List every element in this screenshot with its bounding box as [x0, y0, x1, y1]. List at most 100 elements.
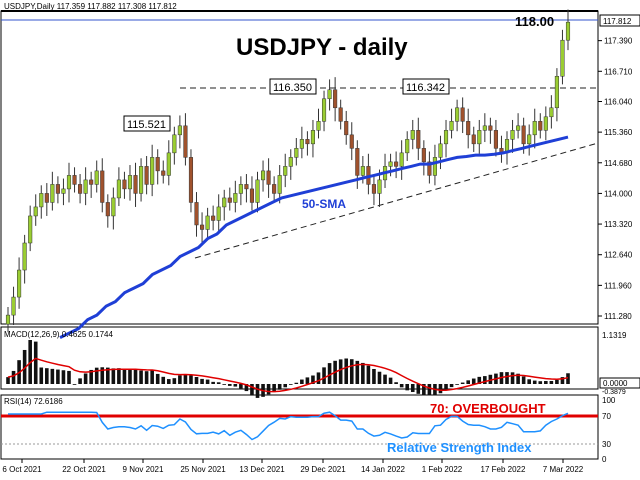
candle-body — [565, 21, 571, 41]
macd-bar — [316, 372, 321, 384]
candle-body — [172, 134, 177, 154]
candle-body — [61, 188, 66, 194]
price-tick-label: 116.710 — [604, 67, 633, 76]
date-tick-label: 13 Dec 2021 — [239, 465, 285, 474]
macd-bar — [150, 370, 154, 384]
candle-body — [205, 215, 210, 230]
date-tick-label: 22 Oct 2021 — [62, 465, 106, 474]
candle-body — [443, 130, 449, 145]
candle-body — [338, 107, 343, 122]
candle-body — [488, 125, 493, 131]
date-tick-label: 17 Feb 2022 — [481, 465, 526, 474]
candle-body — [22, 242, 27, 271]
candle-body — [294, 148, 299, 158]
macd-bar — [383, 374, 387, 384]
candle-body — [410, 130, 415, 140]
macd-bar — [532, 380, 537, 384]
candle-body — [394, 161, 399, 167]
candle-body — [532, 121, 537, 136]
candle-body — [89, 179, 94, 185]
candle-body — [260, 170, 266, 181]
macd-label: MACD(12,26,9) 0.4625 0.1744 — [4, 330, 114, 339]
macd-bar — [266, 384, 271, 395]
candle-body — [349, 134, 354, 149]
macd-bar — [505, 372, 509, 384]
candle-body — [283, 166, 288, 176]
price-tick-label: 115.360 — [604, 128, 633, 137]
level-label-115521: 115.521 — [123, 115, 171, 132]
macd-bar — [255, 384, 260, 398]
macd-bar — [527, 379, 531, 384]
candle-body — [360, 166, 365, 176]
candle-body — [521, 125, 526, 145]
macd-bar — [72, 384, 77, 385]
candle-body — [310, 130, 316, 145]
candle-body — [244, 184, 249, 190]
candle-body — [405, 139, 410, 154]
macd-bar — [294, 382, 299, 384]
rsi-tick-0: 0 — [602, 455, 607, 464]
macd-bar — [349, 359, 354, 384]
level-label-116342: 116.342 — [402, 78, 450, 95]
candle-body — [72, 175, 77, 185]
macd-bar — [94, 367, 99, 384]
macd-bar — [83, 373, 88, 384]
macd-bar — [483, 376, 487, 384]
macd-zero-tag — [599, 377, 640, 389]
macd-tick-zero: 0.0000 — [603, 379, 628, 388]
candle-body — [200, 224, 205, 230]
macd-bar — [366, 365, 371, 384]
macd-bar — [516, 373, 520, 384]
macd-bar — [89, 369, 93, 384]
candle-body — [333, 89, 338, 109]
price-axis: 117.390 116.710 116.040 115.360 114.680 114.0… — [598, 37, 633, 321]
candle-body — [471, 134, 476, 145]
candle-body — [272, 184, 277, 194]
macd-bar — [405, 384, 410, 391]
macd-bar — [521, 376, 526, 384]
candle-body — [327, 89, 332, 100]
macd-bar — [272, 384, 276, 393]
macd-bar — [144, 371, 149, 384]
rsi-label: RSI(14) 72.6186 — [4, 397, 63, 406]
candle-body — [477, 130, 482, 145]
candle-body — [238, 184, 243, 194]
candle-body — [116, 179, 121, 199]
date-tick-label: 25 Nov 2021 — [180, 465, 226, 474]
candle-body — [416, 130, 421, 149]
price-tick-label: 114.680 — [604, 159, 633, 168]
macd-bar — [544, 381, 548, 384]
candle-body — [277, 175, 282, 194]
macd-bar — [477, 376, 482, 384]
macd-bar — [283, 384, 288, 388]
date-tick-label: 1 Feb 2022 — [422, 465, 463, 474]
candle-body — [527, 134, 532, 145]
rsi-line — [8, 411, 569, 441]
date-tick-label: 7 Mar 2022 — [543, 465, 584, 474]
macd-bar — [344, 358, 349, 384]
macd-bar — [399, 384, 404, 388]
macd-signal-line — [7, 357, 569, 393]
candle-body — [427, 161, 432, 176]
candle-body — [188, 157, 194, 203]
candle-body — [78, 184, 83, 194]
candle-body — [33, 206, 38, 217]
macd-tick-top: 1.1319 — [602, 331, 627, 340]
macd-bar — [288, 384, 293, 385]
candle-body — [266, 170, 271, 185]
candle-body — [305, 139, 310, 145]
candle-body — [321, 98, 327, 122]
macd-bar — [460, 382, 465, 384]
sma50-line — [59, 135, 569, 339]
macd-bar — [311, 375, 315, 384]
macd-bar — [566, 373, 570, 384]
macd-bar — [427, 384, 432, 396]
candle-body — [288, 157, 293, 167]
price-tick-label: 113.320 — [604, 220, 633, 229]
candle-body — [432, 157, 437, 176]
candle-body — [554, 75, 559, 109]
candle-body — [438, 143, 443, 158]
macd-bar — [422, 384, 426, 396]
level-label-116350: 116.350 — [269, 78, 317, 95]
candle-body — [493, 130, 498, 149]
